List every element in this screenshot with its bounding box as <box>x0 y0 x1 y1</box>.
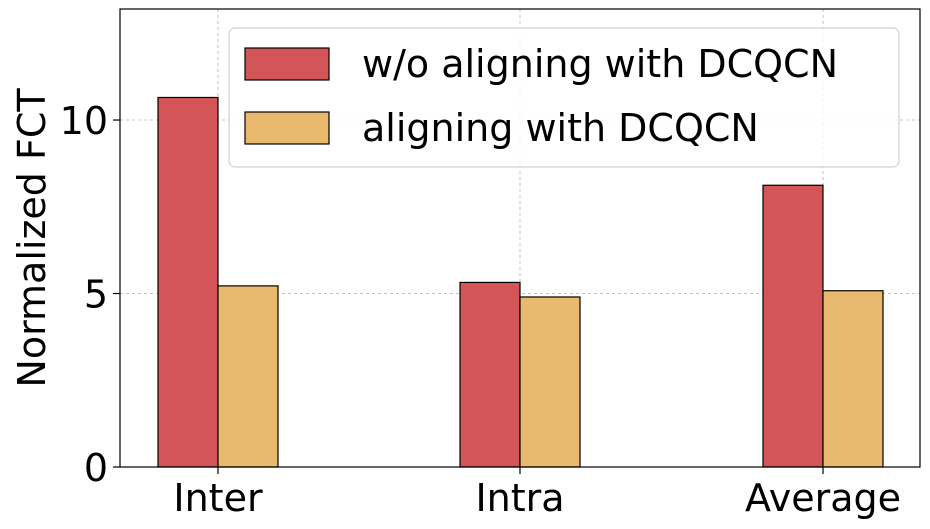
bar-aligning-inter <box>217 285 279 468</box>
legend-swatch <box>244 111 330 145</box>
bar-without-aligning-inter <box>157 96 219 468</box>
bar-without-aligning-intra <box>459 281 521 468</box>
y-axis-label: Normalized FCT <box>10 88 54 388</box>
bars <box>157 96 884 468</box>
y-axis-ticks: 0 5 10 <box>60 99 120 490</box>
x-tick-label: Inter <box>173 476 263 520</box>
legend-box <box>228 27 900 168</box>
x-axis-ticks: Inter Intra Average <box>173 467 901 520</box>
x-tick-label: Average <box>745 476 901 520</box>
x-tick-label: Intra <box>475 476 564 520</box>
bar-aligning-average <box>822 290 884 468</box>
legend-swatch <box>244 47 330 81</box>
bar-without-aligning-average <box>762 184 824 468</box>
y-tick-label: 0 <box>84 446 108 490</box>
legend-label: aligning with DCQCN <box>362 106 759 150</box>
legend-label: w/o aligning with DCQCN <box>362 42 838 86</box>
legend: w/o aligning with DCQCN aligning with DCQ… <box>228 27 900 168</box>
bar-aligning-intra <box>519 296 581 468</box>
y-tick-label: 5 <box>84 273 108 317</box>
y-tick-label: 10 <box>60 99 108 143</box>
